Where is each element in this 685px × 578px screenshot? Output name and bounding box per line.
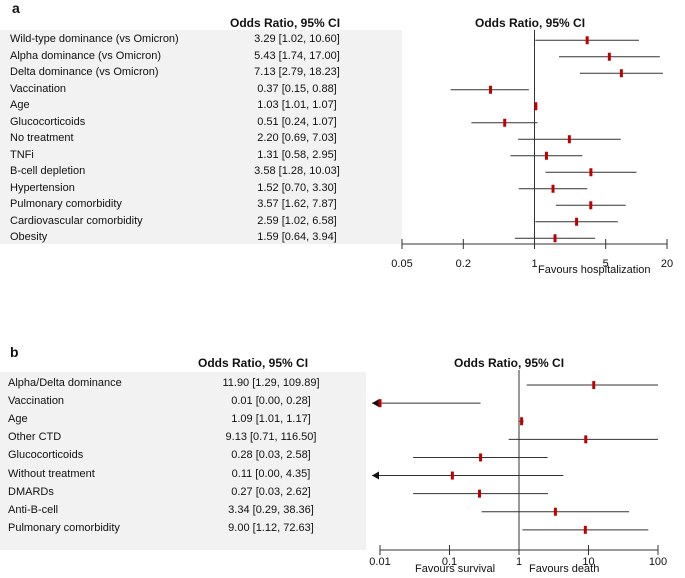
point-estimate bbox=[584, 435, 588, 444]
point-estimate bbox=[583, 525, 587, 534]
point-estimate bbox=[450, 471, 454, 480]
point-estimate bbox=[607, 52, 611, 61]
point-estimate bbox=[553, 234, 557, 243]
ci-arrow-left bbox=[372, 399, 379, 408]
row-label: B-cell depletion bbox=[10, 165, 86, 177]
row-label: Glucocorticoids bbox=[10, 115, 86, 128]
row-label: No treatment bbox=[10, 132, 74, 144]
row-label: Anti-B-cell bbox=[8, 503, 59, 516]
row-label: Hypertension bbox=[10, 181, 75, 194]
row-ci-text: 7.13 [2.79, 18.23] bbox=[254, 66, 340, 78]
row-label: Without treatment bbox=[8, 467, 95, 480]
row-ci-text: 0.11 [0.00, 4.35] bbox=[231, 467, 311, 480]
x-tick-label: 0.2 bbox=[456, 258, 471, 270]
point-estimate bbox=[592, 381, 596, 390]
x-tick-label: 0.1 bbox=[442, 556, 457, 568]
point-estimate bbox=[589, 168, 593, 177]
row-ci-text: 2.59 [1.02, 6.58] bbox=[257, 214, 337, 227]
row-ci-text: 9.00 [1.12, 72.63] bbox=[228, 521, 314, 534]
row-label: DMARDs bbox=[8, 485, 54, 498]
row-ci-text: 3.58 [1.28, 10.03] bbox=[254, 165, 340, 177]
row-label: Vaccination bbox=[8, 395, 65, 408]
row-label: Alpha/Delta dominance bbox=[8, 377, 122, 389]
panel-b-favours-right: Favours death bbox=[529, 563, 600, 575]
point-estimate bbox=[575, 217, 579, 226]
panel-a-header-left: Odds Ratio, 95% CI bbox=[230, 16, 341, 30]
row-ci-text: 3.29 [1.02, 10.60] bbox=[254, 33, 340, 45]
x-tick-label: 100 bbox=[649, 556, 667, 568]
row-ci-text: 5.43 [1.74, 17.00] bbox=[254, 49, 340, 62]
point-estimate bbox=[520, 417, 524, 426]
row-label: Vaccination bbox=[10, 82, 67, 95]
row-label: Wild-type dominance (vs Omicron) bbox=[10, 33, 179, 45]
row-label: Alpha dominance (vs Omicron) bbox=[10, 49, 162, 62]
point-estimate bbox=[544, 151, 548, 160]
panel-b-header-left: Odds Ratio, 95% CI bbox=[198, 356, 309, 370]
row-label: Cardiovascular comorbidity bbox=[10, 214, 143, 227]
row-ci-text: 11.90 [1.29, 109.89] bbox=[222, 377, 320, 389]
row-ci-text: 9.13 [0.71, 116.50] bbox=[225, 431, 317, 444]
point-estimate bbox=[479, 453, 483, 462]
panel-a-table-background bbox=[0, 30, 402, 244]
row-ci-text: 1.03 [1.01, 1.07] bbox=[257, 99, 337, 111]
row-label: Pulmonary comorbidity bbox=[8, 521, 120, 534]
row-ci-text: 2.20 [0.69, 7.03] bbox=[257, 132, 337, 144]
row-label: Glucocorticoids bbox=[8, 449, 84, 462]
row-ci-text: 0.37 [0.15, 0.88] bbox=[257, 82, 337, 95]
row-label: Age bbox=[8, 413, 28, 426]
point-estimate bbox=[589, 201, 593, 210]
row-ci-text: 0.27 [0.03, 2.62] bbox=[231, 485, 311, 498]
point-estimate bbox=[553, 507, 557, 516]
row-label: TNFi bbox=[10, 148, 34, 161]
point-estimate bbox=[477, 489, 481, 498]
row-label: Other CTD bbox=[8, 431, 62, 444]
row-label: Pulmonary comorbidity bbox=[10, 198, 122, 210]
panel-a-label: a bbox=[12, 0, 20, 16]
point-estimate bbox=[567, 135, 571, 144]
point-estimate bbox=[551, 184, 555, 193]
row-ci-text: 1.31 [0.58, 2.95] bbox=[257, 148, 337, 161]
x-tick-label: 0.05 bbox=[391, 258, 412, 270]
row-label: Delta dominance (vs Omicron) bbox=[10, 66, 159, 78]
x-tick-label: 10 bbox=[582, 556, 594, 568]
panel-b-label: b bbox=[10, 344, 19, 360]
point-estimate bbox=[534, 102, 538, 111]
row-ci-text: 0.51 [0.24, 1.07] bbox=[257, 115, 337, 128]
panel-a-favours-right: Favours hospitalization bbox=[538, 264, 651, 276]
panel-b-favours-left: Favours survival bbox=[415, 563, 496, 575]
row-ci-text: 0.01 [0.00, 0.28] bbox=[231, 395, 311, 408]
row-label: Obesity bbox=[10, 231, 48, 243]
row-ci-text: 3.57 [1.62, 7.87] bbox=[257, 198, 337, 210]
row-label: Age bbox=[10, 99, 30, 111]
panel-b-header-right: Odds Ratio, 95% CI bbox=[454, 356, 565, 370]
row-ci-text: 1.52 [0.70, 3.30] bbox=[257, 181, 337, 194]
row-ci-text: 3.34 [0.29, 38.36] bbox=[228, 503, 314, 516]
point-estimate bbox=[503, 118, 507, 127]
panel-b-table-background bbox=[0, 372, 366, 550]
x-tick-label: 20 bbox=[661, 258, 673, 270]
row-ci-text: 1.59 [0.64, 3.94] bbox=[257, 231, 337, 243]
x-tick-label: 1 bbox=[531, 258, 537, 270]
point-estimate bbox=[585, 36, 589, 45]
row-ci-text: 1.09 [1.01, 1.17] bbox=[231, 413, 311, 426]
x-tick-label: 5 bbox=[603, 258, 609, 270]
panel-a-header-right: Odds Ratio, 95% CI bbox=[475, 16, 586, 30]
row-ci-text: 0.28 [0.03, 2.58] bbox=[231, 449, 311, 462]
x-tick-label: 0.01 bbox=[369, 556, 390, 568]
x-tick-label: 1 bbox=[516, 556, 522, 568]
ci-arrow-left bbox=[372, 471, 379, 480]
point-estimate bbox=[619, 69, 623, 78]
point-estimate bbox=[489, 85, 493, 94]
point-estimate bbox=[378, 399, 382, 408]
